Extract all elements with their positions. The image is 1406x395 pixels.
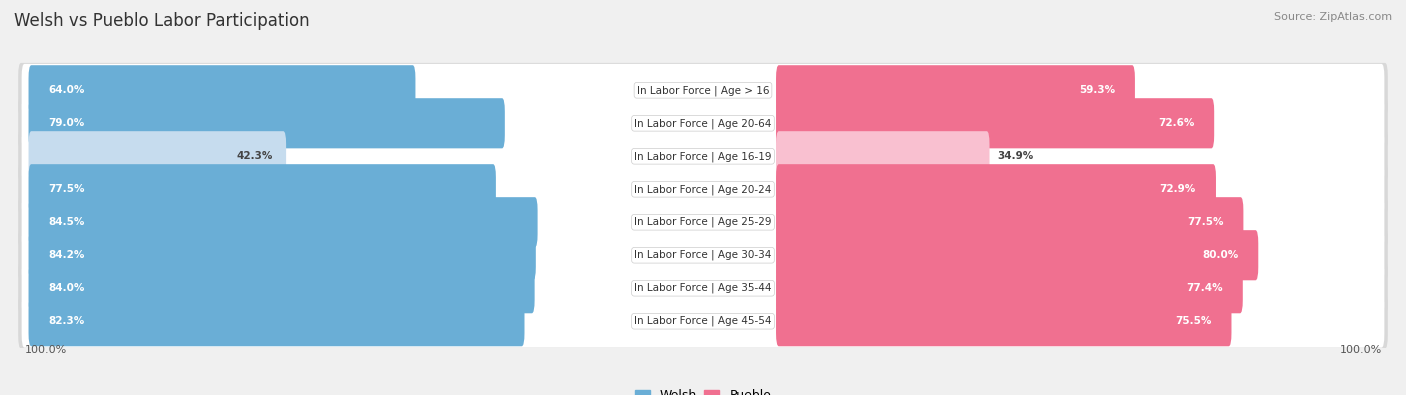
Text: 80.0%: 80.0% xyxy=(1202,250,1239,260)
Text: 100.0%: 100.0% xyxy=(1340,345,1382,355)
Text: In Labor Force | Age 35-44: In Labor Force | Age 35-44 xyxy=(634,283,772,293)
Text: 72.6%: 72.6% xyxy=(1157,118,1194,128)
Text: 84.0%: 84.0% xyxy=(48,283,84,293)
FancyBboxPatch shape xyxy=(18,228,1388,282)
FancyBboxPatch shape xyxy=(28,131,285,181)
FancyBboxPatch shape xyxy=(18,294,1388,349)
Text: 59.3%: 59.3% xyxy=(1078,85,1115,95)
Text: 82.3%: 82.3% xyxy=(48,316,84,326)
FancyBboxPatch shape xyxy=(776,65,1135,115)
Text: 100.0%: 100.0% xyxy=(24,345,66,355)
FancyBboxPatch shape xyxy=(28,263,534,313)
Text: In Labor Force | Age 20-24: In Labor Force | Age 20-24 xyxy=(634,184,772,194)
FancyBboxPatch shape xyxy=(18,261,1388,316)
Text: 77.5%: 77.5% xyxy=(1187,217,1223,227)
FancyBboxPatch shape xyxy=(21,262,1385,314)
FancyBboxPatch shape xyxy=(21,130,1385,182)
FancyBboxPatch shape xyxy=(18,129,1388,184)
Text: 79.0%: 79.0% xyxy=(48,118,84,128)
Legend: Welsh, Pueblo: Welsh, Pueblo xyxy=(630,384,776,395)
FancyBboxPatch shape xyxy=(18,162,1388,216)
FancyBboxPatch shape xyxy=(776,197,1243,247)
Text: In Labor Force | Age 30-34: In Labor Force | Age 30-34 xyxy=(634,250,772,260)
Text: In Labor Force | Age 25-29: In Labor Force | Age 25-29 xyxy=(634,217,772,228)
FancyBboxPatch shape xyxy=(28,296,524,346)
FancyBboxPatch shape xyxy=(28,197,537,247)
Text: 84.2%: 84.2% xyxy=(48,250,84,260)
FancyBboxPatch shape xyxy=(776,230,1258,280)
FancyBboxPatch shape xyxy=(776,164,1216,214)
Text: In Labor Force | Age 45-54: In Labor Force | Age 45-54 xyxy=(634,316,772,326)
FancyBboxPatch shape xyxy=(776,98,1215,149)
Text: In Labor Force | Age > 16: In Labor Force | Age > 16 xyxy=(637,85,769,96)
Text: Welsh vs Pueblo Labor Participation: Welsh vs Pueblo Labor Participation xyxy=(14,12,309,30)
Text: 84.5%: 84.5% xyxy=(48,217,84,227)
Text: Source: ZipAtlas.com: Source: ZipAtlas.com xyxy=(1274,12,1392,22)
FancyBboxPatch shape xyxy=(18,195,1388,250)
FancyBboxPatch shape xyxy=(776,296,1232,346)
Text: 77.5%: 77.5% xyxy=(48,184,84,194)
FancyBboxPatch shape xyxy=(21,295,1385,348)
FancyBboxPatch shape xyxy=(18,96,1388,150)
FancyBboxPatch shape xyxy=(21,97,1385,150)
FancyBboxPatch shape xyxy=(28,164,496,214)
FancyBboxPatch shape xyxy=(21,196,1385,248)
Text: 64.0%: 64.0% xyxy=(48,85,84,95)
FancyBboxPatch shape xyxy=(776,131,990,181)
Text: In Labor Force | Age 20-64: In Labor Force | Age 20-64 xyxy=(634,118,772,128)
FancyBboxPatch shape xyxy=(21,229,1385,282)
FancyBboxPatch shape xyxy=(28,98,505,149)
Text: 42.3%: 42.3% xyxy=(236,151,273,161)
FancyBboxPatch shape xyxy=(21,64,1385,117)
FancyBboxPatch shape xyxy=(18,63,1388,118)
Text: 34.9%: 34.9% xyxy=(997,151,1033,161)
FancyBboxPatch shape xyxy=(28,65,415,115)
Text: In Labor Force | Age 16-19: In Labor Force | Age 16-19 xyxy=(634,151,772,162)
Text: 77.4%: 77.4% xyxy=(1187,283,1223,293)
Text: 75.5%: 75.5% xyxy=(1175,316,1212,326)
Text: 72.9%: 72.9% xyxy=(1160,184,1197,194)
FancyBboxPatch shape xyxy=(21,163,1385,216)
FancyBboxPatch shape xyxy=(28,230,536,280)
FancyBboxPatch shape xyxy=(776,263,1243,313)
